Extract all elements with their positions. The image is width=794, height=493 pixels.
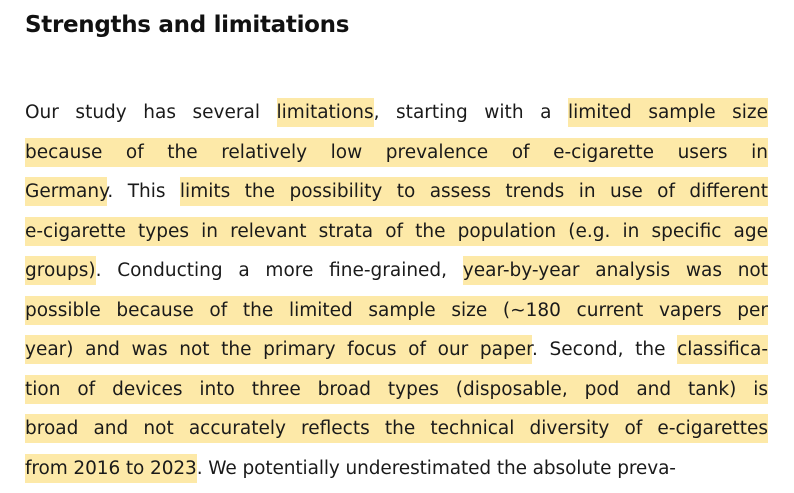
highlighted-text: because of the relatively low prevalence… bbox=[25, 137, 768, 167]
text-line: broad and not accurately reflects the te… bbox=[25, 409, 768, 449]
highlighted-text: tion of devices into three broad types (… bbox=[25, 374, 768, 404]
text-line: e-cigarette types in relevant strata of … bbox=[25, 212, 768, 252]
highlighted-text: limitations bbox=[276, 98, 374, 127]
plain-text: , starting with a bbox=[373, 102, 568, 123]
highlighted-text: possible because of the limited sample s… bbox=[25, 295, 768, 325]
highlighted-text: e-cigarette types in relevant strata of … bbox=[25, 216, 768, 246]
plain-text: . Second, the bbox=[532, 339, 678, 360]
highlighted-text: year-by-year analysis was not bbox=[462, 256, 768, 285]
section-heading: Strengths and limitations bbox=[25, 12, 350, 38]
highlighted-text: broad and not accurately reflects the te… bbox=[25, 414, 768, 443]
highlighted-text: groups) bbox=[25, 256, 96, 285]
text-line: Our study has several limitations, start… bbox=[25, 93, 768, 133]
text-line: because of the relatively low prevalence… bbox=[25, 133, 768, 173]
text-line: groups). Conducting a more fine-grained,… bbox=[25, 251, 768, 291]
highlighted-text: limits the possibility to assess trends … bbox=[179, 177, 768, 206]
highlighted-text: classifica- bbox=[677, 335, 768, 364]
highlighted-text: limited sample size bbox=[567, 98, 768, 127]
text-line: Germany. This limits the possibility to … bbox=[25, 172, 768, 212]
plain-text: . Conducting a more fine-grained, bbox=[95, 260, 463, 281]
highlighted-text: year) and was not the primary focus of o… bbox=[25, 335, 533, 364]
plain-text: . This bbox=[107, 181, 180, 202]
text-line: possible because of the limited sample s… bbox=[25, 291, 768, 331]
text-line: tion of devices into three broad types (… bbox=[25, 370, 768, 410]
highlighted-text: from 2016 to 2023 bbox=[25, 453, 197, 483]
text-line: from 2016 to 2023. We potentially undere… bbox=[25, 449, 768, 489]
body-paragraph: Our study has several limitations, start… bbox=[25, 93, 768, 488]
highlighted-text: Germany bbox=[25, 177, 108, 206]
text-line: year) and was not the primary focus of o… bbox=[25, 330, 768, 370]
plain-text: . We potentially underestimated the abso… bbox=[196, 457, 676, 479]
plain-text: Our study has several bbox=[25, 102, 277, 123]
